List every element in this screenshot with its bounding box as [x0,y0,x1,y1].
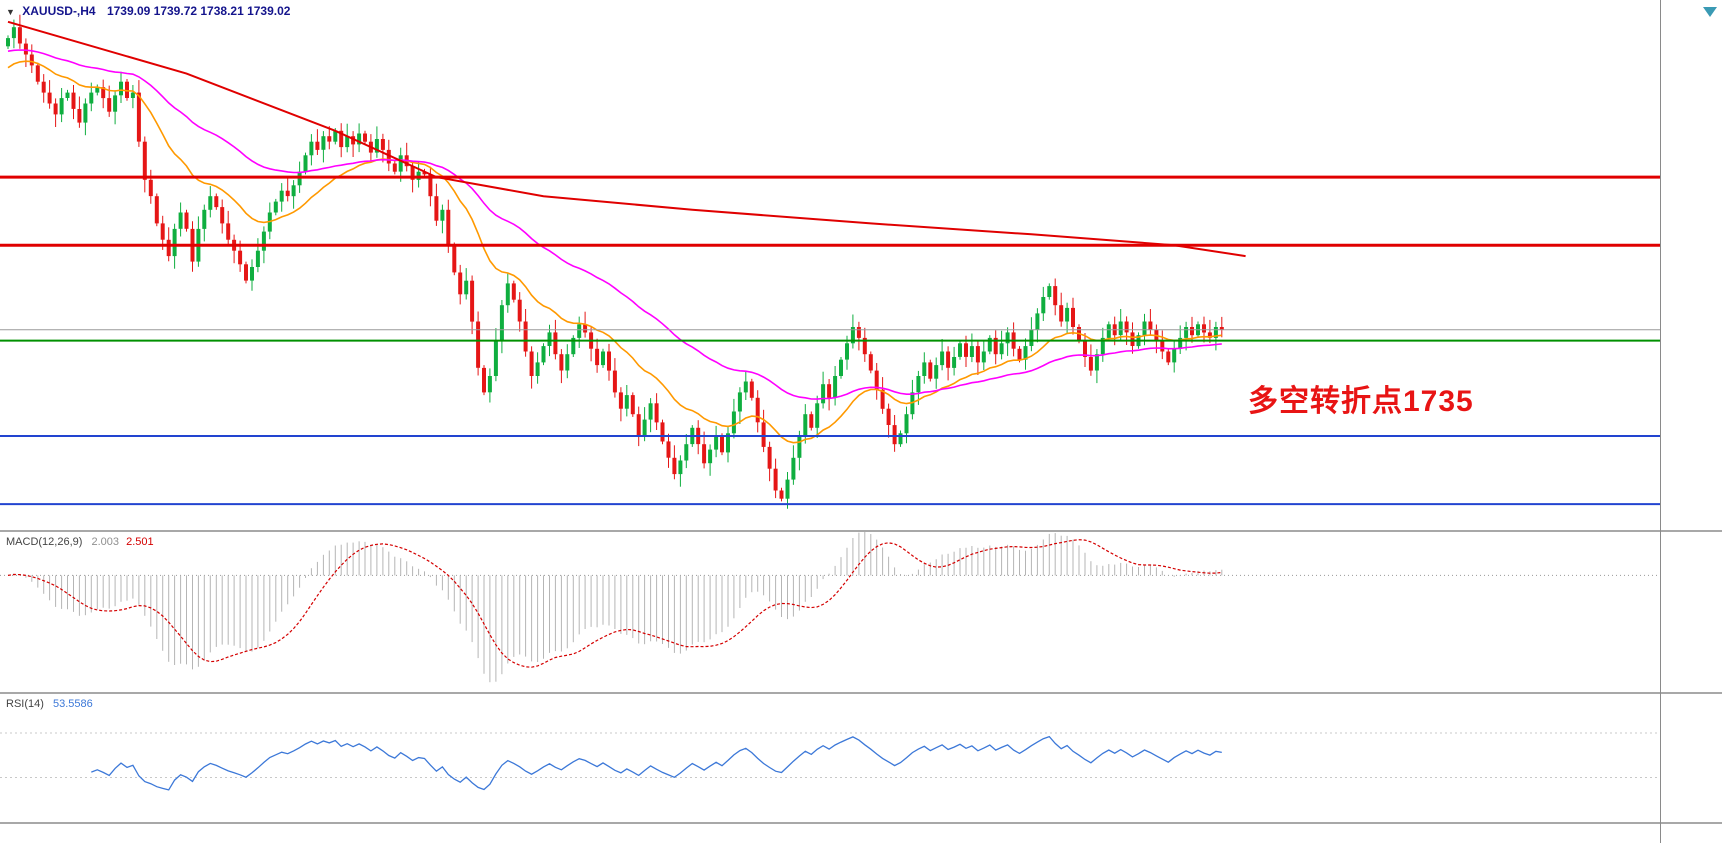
annotation-text[interactable]: 多空转折点1735 [1248,385,1474,418]
price-chart-canvas[interactable] [0,0,1660,530]
macd-signal-value: 2.501 [126,536,154,548]
rsi-label: RSI(14) [6,698,44,710]
macd-panel-canvas[interactable] [0,532,1660,692]
panel-separator[interactable] [0,822,1722,824]
rsi-panel-canvas[interactable] [0,694,1660,822]
panel-separator[interactable] [0,530,1722,532]
price-axis[interactable]: 1848.451836.451825.001813.451801.551790.… [1661,0,1722,843]
rsi-line [91,735,1222,791]
macd-main-value: 2.003 [91,536,120,548]
macd-signal-line [7,539,1222,668]
macd-histogram [13,532,1223,683]
symbol-timeframe-label: XAUUSD-,H4 [22,4,96,18]
ma-slow-line[interactable] [7,20,1246,258]
candles [6,14,1224,509]
price-axis-border [1660,0,1661,843]
time-axis[interactable]: 11 Feb 202112 Feb 16:0016 Feb 00:0017 Fe… [0,824,1660,843]
macd-label: MACD(12,26,9) [6,536,83,548]
rsi-value: 53.5586 [52,698,93,710]
chart-shift-marker[interactable] [1703,7,1717,17]
chart-title: ▼ XAUUSD-,H4 1739.09 1739.72 1738.21 173… [6,4,290,18]
rsi-header: RSI(14) 53.5586 [6,698,93,710]
ma-mid-line[interactable] [7,49,1222,400]
symbol-dropdown-icon[interactable]: ▼ [6,7,15,17]
macd-header: MACD(12,26,9) 2.003 2.501 [6,536,154,548]
ohlc-values: 1739.09 1739.72 1738.21 1739.02 [106,4,291,18]
panel-separator[interactable] [0,692,1722,694]
